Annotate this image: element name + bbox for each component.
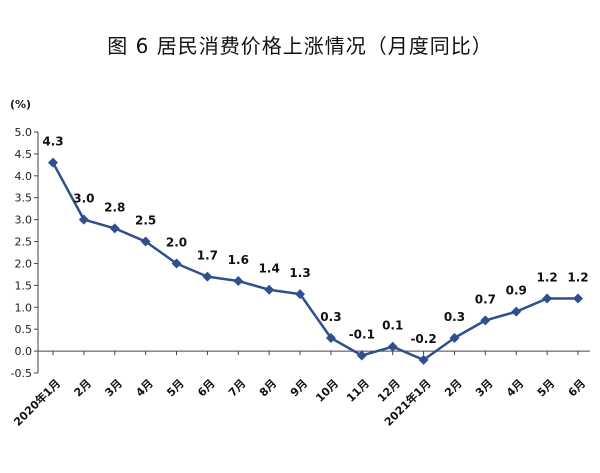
chart-title: 图 6 居民消费价格上涨情况（月度同比） <box>107 34 493 58</box>
data-label: 0.9 <box>506 284 527 298</box>
data-label: 1.6 <box>228 253 249 267</box>
series-polyline <box>51 162 578 362</box>
data-point-marker <box>511 306 522 317</box>
x-tick-label: 9月 <box>288 377 310 399</box>
data-point-marker <box>480 315 491 326</box>
data-point-marker <box>48 157 58 168</box>
y-tick-label: 1.0 <box>15 301 33 314</box>
data-point-marker <box>325 332 336 343</box>
y-tick-label: 4.5 <box>15 148 33 161</box>
x-tick-label: 6月 <box>195 377 217 399</box>
data-label: 1.7 <box>197 249 218 263</box>
data-point-marker <box>109 223 120 234</box>
y-tick-label: 0.0 <box>15 345 33 358</box>
y-tick-label: 3.0 <box>15 214 33 227</box>
y-axis-unit: (%) <box>10 98 31 111</box>
x-tick-label: 11月 <box>344 377 372 405</box>
data-label: 4.3 <box>42 135 63 149</box>
y-tick-label: 3.5 <box>15 192 33 205</box>
data-point-marker <box>233 275 244 286</box>
data-labels: 4.3 3.0 2.8 2.5 2.0 1.7 1.6 1.4 1.3 0.3 -0.1 0.1 -0.… <box>42 135 588 346</box>
data-point-marker <box>264 284 275 295</box>
data-point-marker <box>542 293 553 304</box>
x-tick-label: 8月 <box>257 377 279 399</box>
x-tick-label: 12月 <box>375 377 403 405</box>
y-tick-label: 0.5 <box>15 323 33 336</box>
x-tick-label: 2月 <box>72 377 94 399</box>
data-label: 0.3 <box>444 310 465 324</box>
data-point-marker <box>418 354 429 365</box>
data-point-marker <box>356 350 367 361</box>
data-point-marker <box>449 332 460 343</box>
data-label: 1.3 <box>289 266 310 280</box>
data-label: 2.0 <box>166 235 187 249</box>
x-tick-label: 3月 <box>473 377 495 399</box>
x-tick-label: 2020年1月 <box>11 376 64 429</box>
data-label: 0.3 <box>320 310 341 324</box>
data-point-marker <box>171 258 182 269</box>
data-label: 3.0 <box>73 192 94 206</box>
data-label: 0.1 <box>382 319 403 333</box>
x-tick-label: 7月 <box>226 377 248 399</box>
y-tick-label: 2.0 <box>15 257 33 270</box>
x-tick-label: 5月 <box>164 377 186 399</box>
y-tick-label: 1.5 <box>15 279 33 292</box>
data-point-marker <box>387 341 398 352</box>
data-point-marker <box>78 214 89 225</box>
data-label: -0.1 <box>349 327 375 341</box>
y-tick-label: 2.5 <box>15 236 33 249</box>
data-label: 1.4 <box>259 262 280 276</box>
data-point-marker <box>202 271 213 282</box>
x-tick-label: 10月 <box>313 377 341 405</box>
data-label: 1.2 <box>536 271 557 285</box>
x-tick-label: 3月 <box>103 377 125 399</box>
axes: 5.0 4.5 4.0 3.5 3.0 2.5 2.0 1.5 1.0 0.5 0.0 -0.5 (%)… <box>10 98 590 429</box>
y-tick-label: 4.0 <box>15 170 33 183</box>
data-label: 2.8 <box>104 200 125 214</box>
y-tick-label: -0.5 <box>11 367 32 380</box>
x-tick-label: 6月 <box>566 377 588 399</box>
y-tick-label: 5.0 <box>15 126 33 139</box>
x-tick-label: 2月 <box>442 377 464 399</box>
data-label: 0.7 <box>475 292 496 306</box>
data-point-marker <box>573 293 583 304</box>
series-line <box>48 157 583 365</box>
x-tick-label: 5月 <box>535 377 557 399</box>
data-point-marker <box>295 289 306 300</box>
data-point-marker <box>140 236 151 247</box>
x-tick-label: 4月 <box>133 377 155 399</box>
data-label: 1.2 <box>567 271 588 285</box>
data-label: -0.2 <box>410 332 436 346</box>
x-tick-label: 4月 <box>504 377 526 399</box>
data-label: 2.5 <box>135 214 156 228</box>
